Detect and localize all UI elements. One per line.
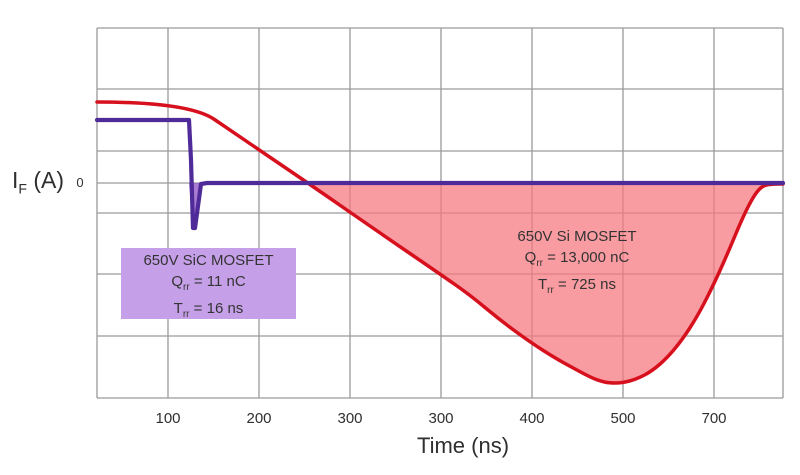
x-tick-label: 100	[155, 410, 181, 427]
x-tick-label: 200	[246, 410, 272, 427]
x-tick-label: 400	[519, 410, 545, 427]
x-tick-label: 300	[428, 410, 454, 427]
si-recovery-area	[308, 183, 783, 383]
si-annotation-title: 650V Si MOSFET	[517, 228, 637, 245]
sic-mosfet-callout: 650V SiC MOSFET Qrr = 11 nC Trr = 16 ns	[121, 248, 296, 320]
sic-callout-trr: Trr = 16 ns	[173, 300, 244, 320]
y-axis-zero-tick: 0	[76, 175, 84, 190]
x-tick-label: 500	[610, 410, 636, 427]
si-mosfet-annotation: 650V Si MOSFET Qrr = 13,000 nC Trr = 725…	[462, 226, 692, 301]
x-axis-title: Time (ns)	[416, 433, 510, 458]
si-mosfet-curve	[95, 100, 785, 385]
si-annotation-trr: Trr = 725 ns	[538, 276, 616, 296]
sic-callout-qrr: Qrr = 11 nC	[171, 273, 246, 293]
x-tick-label: 300	[337, 410, 363, 427]
y-axis-label: IF (A)	[12, 167, 65, 197]
si-annotation-qrr: Qrr = 13,000 nC	[524, 249, 630, 269]
sic-mosfet-curve	[94, 117, 786, 231]
x-tick-label: 700	[701, 410, 727, 427]
sic-callout-title: 650V SiC MOSFET	[143, 252, 274, 269]
